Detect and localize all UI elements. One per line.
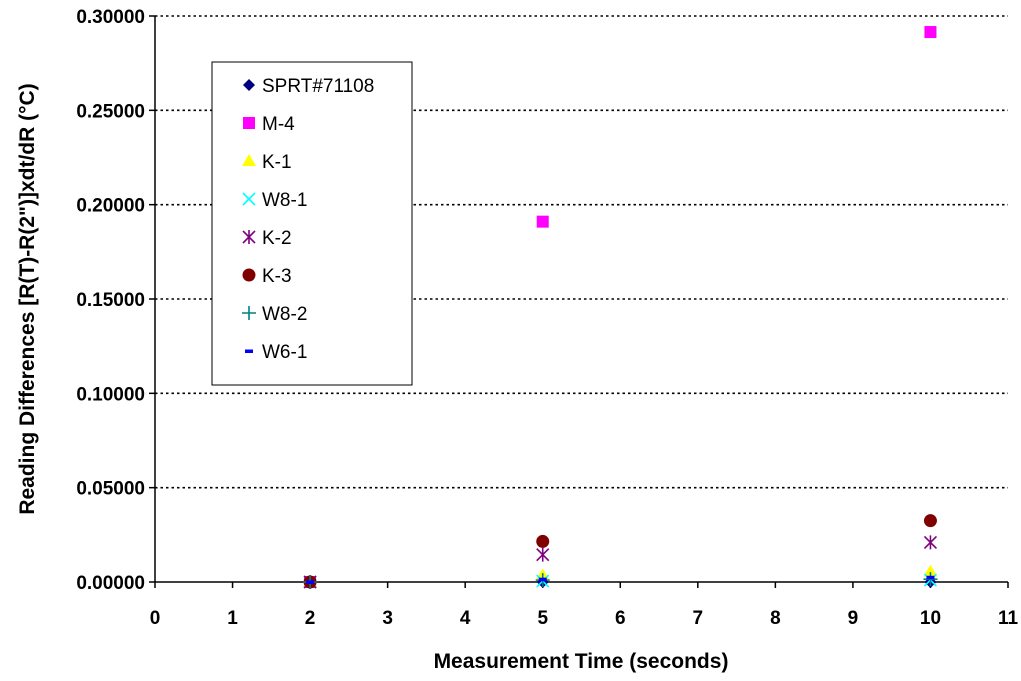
x-tick-label: 2 xyxy=(305,608,316,629)
x-tick-label: 7 xyxy=(693,608,704,629)
legend-marker xyxy=(243,117,255,129)
y-tick-label: 0.05000 xyxy=(76,479,145,500)
x-tick-label: 4 xyxy=(460,608,471,629)
legend-label: K-3 xyxy=(262,266,292,287)
legend-item: K-1 xyxy=(242,152,292,173)
x-axis-title: Measurement Time (seconds) xyxy=(434,650,729,673)
data-point-w6-1 xyxy=(306,580,315,584)
legend-label: W8-1 xyxy=(262,190,307,211)
x-tick-label: 1 xyxy=(227,608,238,629)
data-point-w6-1 xyxy=(538,577,547,582)
legend-item: K-3 xyxy=(242,266,292,287)
x-tick-label: 6 xyxy=(615,608,626,629)
legend-marker xyxy=(243,79,255,91)
legend-label: K-2 xyxy=(262,228,292,249)
data-points xyxy=(303,26,938,589)
legend: SPRT#71108 M-4 K-1 W8-1 K-2 K-3 W8-2 W6-1 xyxy=(211,61,413,386)
x-tick-label: 9 xyxy=(848,608,859,629)
y-tick-label: 0.30000 xyxy=(76,7,145,28)
x-tick-label: 5 xyxy=(537,608,548,629)
legend-item: K-2 xyxy=(242,228,292,249)
legend-box xyxy=(211,61,413,386)
x-tick-label: 3 xyxy=(382,608,393,629)
legend-marker xyxy=(242,306,256,320)
data-point-k-2 xyxy=(536,547,550,562)
legend-marker xyxy=(242,268,256,282)
legend-label: M-4 xyxy=(262,114,295,135)
legend-marker xyxy=(242,192,256,206)
data-point-k-1 xyxy=(923,564,938,577)
legend-item: W6-1 xyxy=(245,342,307,363)
y-tick-label: 0.20000 xyxy=(76,196,145,217)
y-tick-label: 0.15000 xyxy=(76,290,145,311)
legend-item: M-4 xyxy=(243,114,295,135)
y-axis-ticks: 0.00000 0.05000 0.10000 0.15000 0.20000 0.250… xyxy=(76,7,155,594)
legend-marker xyxy=(242,230,256,244)
y-tick-label: 0.00000 xyxy=(76,573,145,594)
legend-marker xyxy=(245,349,253,353)
data-point-w6-1 xyxy=(926,575,935,580)
legend-item: W8-2 xyxy=(242,304,307,325)
x-tick-label: 11 xyxy=(998,608,1019,629)
legend-item: W8-1 xyxy=(242,190,307,211)
data-point-k-2 xyxy=(923,535,938,550)
gridlines xyxy=(155,15,1008,489)
x-tick-label: 0 xyxy=(150,608,161,629)
legend-label: K-1 xyxy=(262,152,292,173)
data-point-k-3 xyxy=(536,534,550,548)
y-axis-title: Reading Differences [R(T)-R(2")]xdt/dR (… xyxy=(16,83,39,514)
legend-marker xyxy=(242,154,256,166)
legend-label: W6-1 xyxy=(262,342,307,363)
y-tick-label: 0.10000 xyxy=(76,384,145,405)
y-tick-label: 0.25000 xyxy=(76,101,145,122)
x-axis-ticks: 0 1 2 3 4 5 6 7 8 9 10 11 xyxy=(150,582,1019,629)
x-tick-label: 10 xyxy=(920,608,941,629)
data-point-m-4 xyxy=(924,26,937,39)
data-point-m-4 xyxy=(536,215,549,228)
data-point-k-3 xyxy=(923,514,937,528)
x-tick-label: 8 xyxy=(770,608,781,629)
legend-item: SPRT#71108 xyxy=(243,76,374,97)
legend-label: SPRT#71108 xyxy=(262,76,374,97)
legend-label: W8-2 xyxy=(262,304,307,325)
